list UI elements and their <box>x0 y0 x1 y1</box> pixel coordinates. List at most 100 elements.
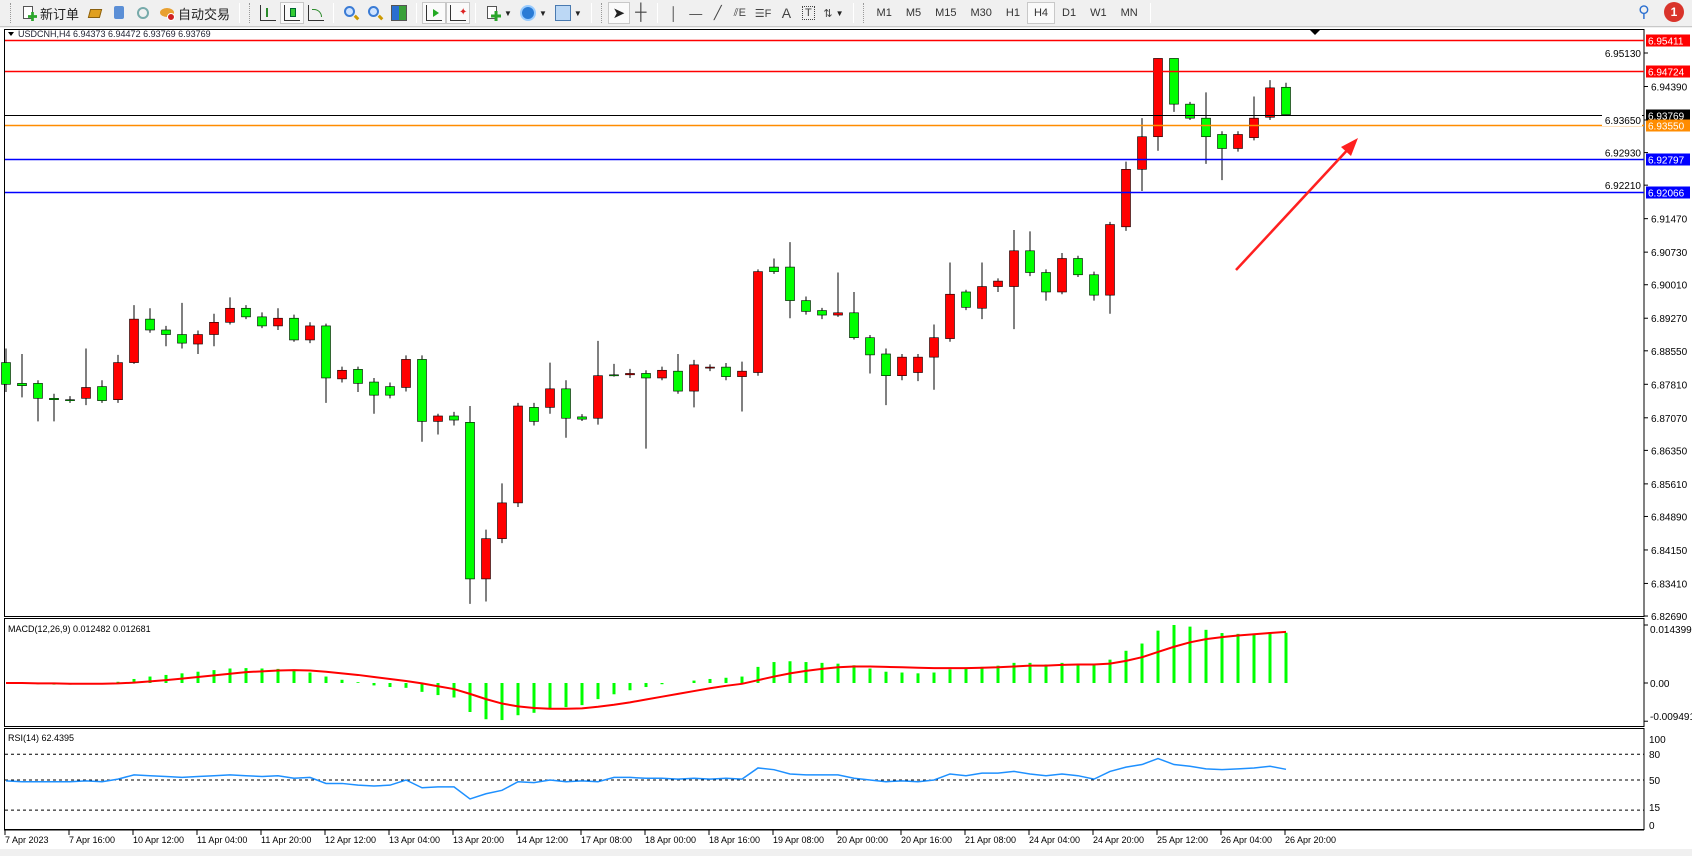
candle-body <box>913 356 923 373</box>
text-label-icon: T <box>802 6 815 20</box>
chart-shift-button[interactable]: ✦ <box>446 2 471 24</box>
candle <box>1233 131 1243 152</box>
auto-scroll-icon <box>426 5 443 21</box>
price-tick-label-bg <box>1602 146 1642 159</box>
line-chart-button[interactable] <box>304 2 328 24</box>
auto-scroll-button[interactable] <box>422 2 447 24</box>
candle-body <box>65 399 75 401</box>
candle <box>689 359 699 408</box>
vertical-line-button[interactable]: │ <box>663 2 685 24</box>
candle <box>465 406 475 604</box>
horizontal-line-button[interactable]: — <box>685 2 707 24</box>
candlestick-button[interactable] <box>280 2 305 24</box>
candle-body <box>881 353 891 377</box>
horizontal-line-icon: — <box>689 5 703 21</box>
macd-signal-line <box>6 630 1287 710</box>
auto-trading-button[interactable]: 自动交易 <box>155 2 234 24</box>
notification-icon[interactable]: 1 <box>1664 2 1684 22</box>
candle-body <box>561 388 571 419</box>
trendline-button[interactable]: ╱ <box>707 2 729 24</box>
timeframe-w1[interactable]: W1 <box>1090 7 1107 19</box>
toolbar-grip[interactable] <box>600 3 604 23</box>
vertical-line-icon: │ <box>669 5 678 21</box>
arrows-button[interactable]: ⇅ ▼ <box>819 2 847 24</box>
price-line-label: 6.92797 <box>1648 156 1685 167</box>
navigator-button[interactable] <box>107 2 131 24</box>
candle-body <box>689 364 699 392</box>
candle-body <box>1121 169 1131 228</box>
indicators-button[interactable]: ▼ <box>481 2 516 24</box>
arrows-icon: ⇅ <box>823 7 833 20</box>
candle <box>1137 118 1147 192</box>
time-label: 14 Apr 12:00 <box>517 835 568 845</box>
toolbar-grip[interactable] <box>862 3 866 23</box>
candle-body <box>1041 272 1051 293</box>
signals-button[interactable] <box>131 2 155 24</box>
candle <box>913 353 923 382</box>
timeframe-m30[interactable]: M30 <box>970 7 992 19</box>
price-tick-label: 6.92930 <box>1605 149 1642 160</box>
candle <box>657 366 667 381</box>
timeframe-mn[interactable]: MN <box>1120 7 1138 19</box>
candle <box>433 413 443 435</box>
candle <box>1073 255 1083 278</box>
macd-axis-label: 0.00 <box>1650 679 1670 690</box>
bar-chart-button[interactable] <box>256 2 280 24</box>
separator <box>590 3 592 23</box>
candle <box>817 307 827 320</box>
text-label-button[interactable]: T <box>797 2 819 24</box>
chart-shift-icon: ✦ <box>450 5 467 21</box>
templates-button[interactable]: ▼ <box>551 2 586 24</box>
zoom-in-button[interactable] <box>339 2 363 24</box>
candle-body <box>1281 86 1291 115</box>
signals-icon <box>135 5 151 21</box>
price-tick-label: 6.90730 <box>1651 248 1688 259</box>
templates-icon <box>554 5 571 21</box>
bar-chart-icon <box>260 5 277 21</box>
price-line-label-bg <box>1646 186 1690 199</box>
fibonacci-button[interactable]: ☰F <box>751 2 776 24</box>
zoom-in-icon <box>343 5 360 21</box>
arrow-annotation <box>1235 144 1353 271</box>
price-tick-label: 6.84890 <box>1651 512 1688 523</box>
new-order-button[interactable]: 新订单 <box>17 2 83 24</box>
candle <box>721 363 731 381</box>
candle <box>65 396 75 403</box>
dropdown-arrow-icon: ▼ <box>504 8 512 18</box>
candle <box>513 402 523 507</box>
time-label: 24 Apr 20:00 <box>1093 835 1144 845</box>
candle-body <box>897 356 907 377</box>
chart-window[interactable]: 6.95411 6.94724 6.93769 6.93550 6.92797 6.920… <box>0 28 1692 853</box>
periods-button[interactable]: ▼ <box>516 2 551 24</box>
time-label: 24 Apr 04:00 <box>1029 835 1080 845</box>
timeframe-m1[interactable]: M1 <box>876 7 892 19</box>
market-watch-button[interactable] <box>83 2 107 24</box>
candle <box>593 340 603 425</box>
timeframe-h1[interactable]: H1 <box>1005 7 1020 19</box>
search-icon[interactable]: ⚲ <box>1638 4 1650 21</box>
toolbar: 新订单 自动交易 ✦ ▼ ▼ ▼ ➤ ┼ │ — ╱ ⫽E ☰F A T ⇅ ▼ … <box>0 0 1692 27</box>
candle-body <box>1185 103 1195 119</box>
price-tick-label-bg <box>1602 47 1642 59</box>
timeframe-h4[interactable]: H4 <box>1026 2 1056 24</box>
tile-windows-button[interactable] <box>387 2 411 24</box>
timeframe-m5[interactable]: M5 <box>905 7 922 19</box>
candle-body <box>257 316 267 327</box>
rsi-line <box>5 757 1287 800</box>
cursor-button[interactable]: ➤ <box>607 2 630 24</box>
timeframe-selector: M1 M5 M15 M30 H1 H4 D1 W1 MN <box>870 2 1145 24</box>
text-button[interactable]: A <box>775 2 797 24</box>
toolbar-grip[interactable] <box>249 3 252 23</box>
crosshair-button[interactable]: ┼ <box>630 2 652 24</box>
price-line-label-bg <box>1646 65 1690 78</box>
candle-body <box>1153 58 1163 138</box>
equidistant-channel-button[interactable]: ⫽E <box>729 2 751 24</box>
timeframe-d1[interactable]: D1 <box>1062 7 1077 19</box>
toolbar-grip[interactable] <box>10 3 13 23</box>
candle <box>241 305 251 320</box>
zoom-out-button[interactable] <box>363 2 387 24</box>
arrow-head-icon <box>1341 138 1358 156</box>
candle-body <box>305 325 315 341</box>
timeframe-m15[interactable]: M15 <box>935 7 957 19</box>
